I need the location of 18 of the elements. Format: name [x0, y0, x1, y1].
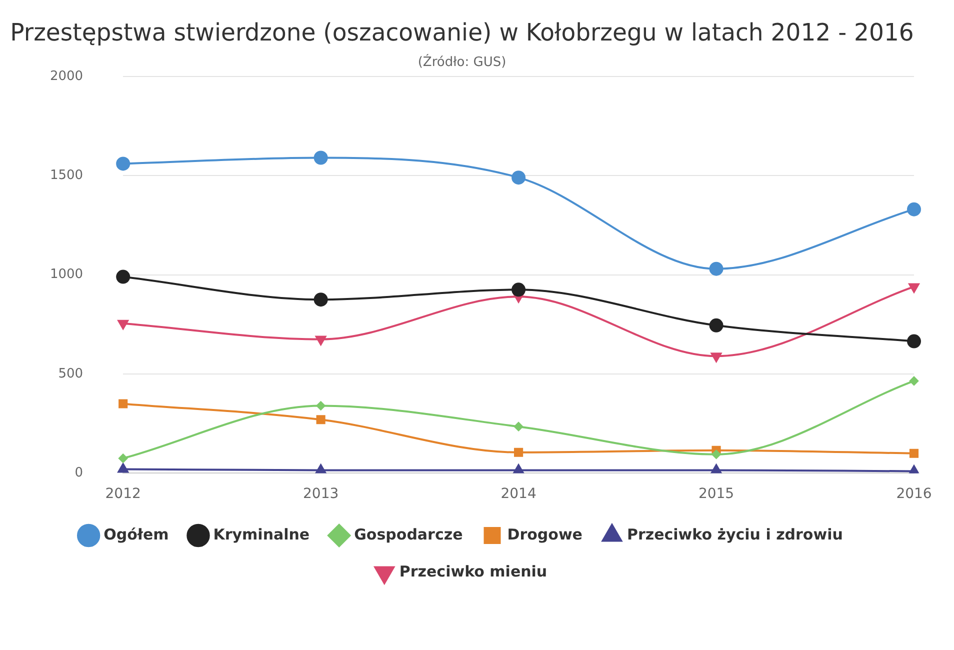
- chart-subtitle: (Źródło: GUS): [418, 52, 506, 70]
- y-tick-label: 500: [58, 366, 84, 382]
- chart-title: Przestępstwa stwierdzone (oszacowanie) w Kołobrzegu w latach 2012 - 2016: [10, 18, 914, 47]
- legend-label: Przeciwko życiu i zdrowiu: [626, 525, 843, 544]
- y-tick-label: 2000: [50, 68, 84, 84]
- y-tick-label: 1000: [50, 267, 84, 282]
- x-tick-label: 2014: [500, 486, 536, 502]
- legend-label: Kryminalne: [213, 525, 310, 544]
- legend-label: Gospodarcze: [354, 525, 463, 544]
- legend-label: Drogowe: [507, 525, 582, 544]
- y-tick-label: 1500: [50, 168, 84, 183]
- x-tick-label: 2015: [698, 486, 734, 502]
- x-tick-label: 2013: [302, 486, 339, 502]
- y-tick-label: 0: [74, 466, 84, 481]
- x-tick-label: 2012: [105, 486, 141, 502]
- x-tick-label: 2016: [896, 486, 932, 502]
- legend-label: Ogółem: [104, 525, 169, 544]
- legend-label: Przeciwko mieniu: [399, 562, 548, 580]
